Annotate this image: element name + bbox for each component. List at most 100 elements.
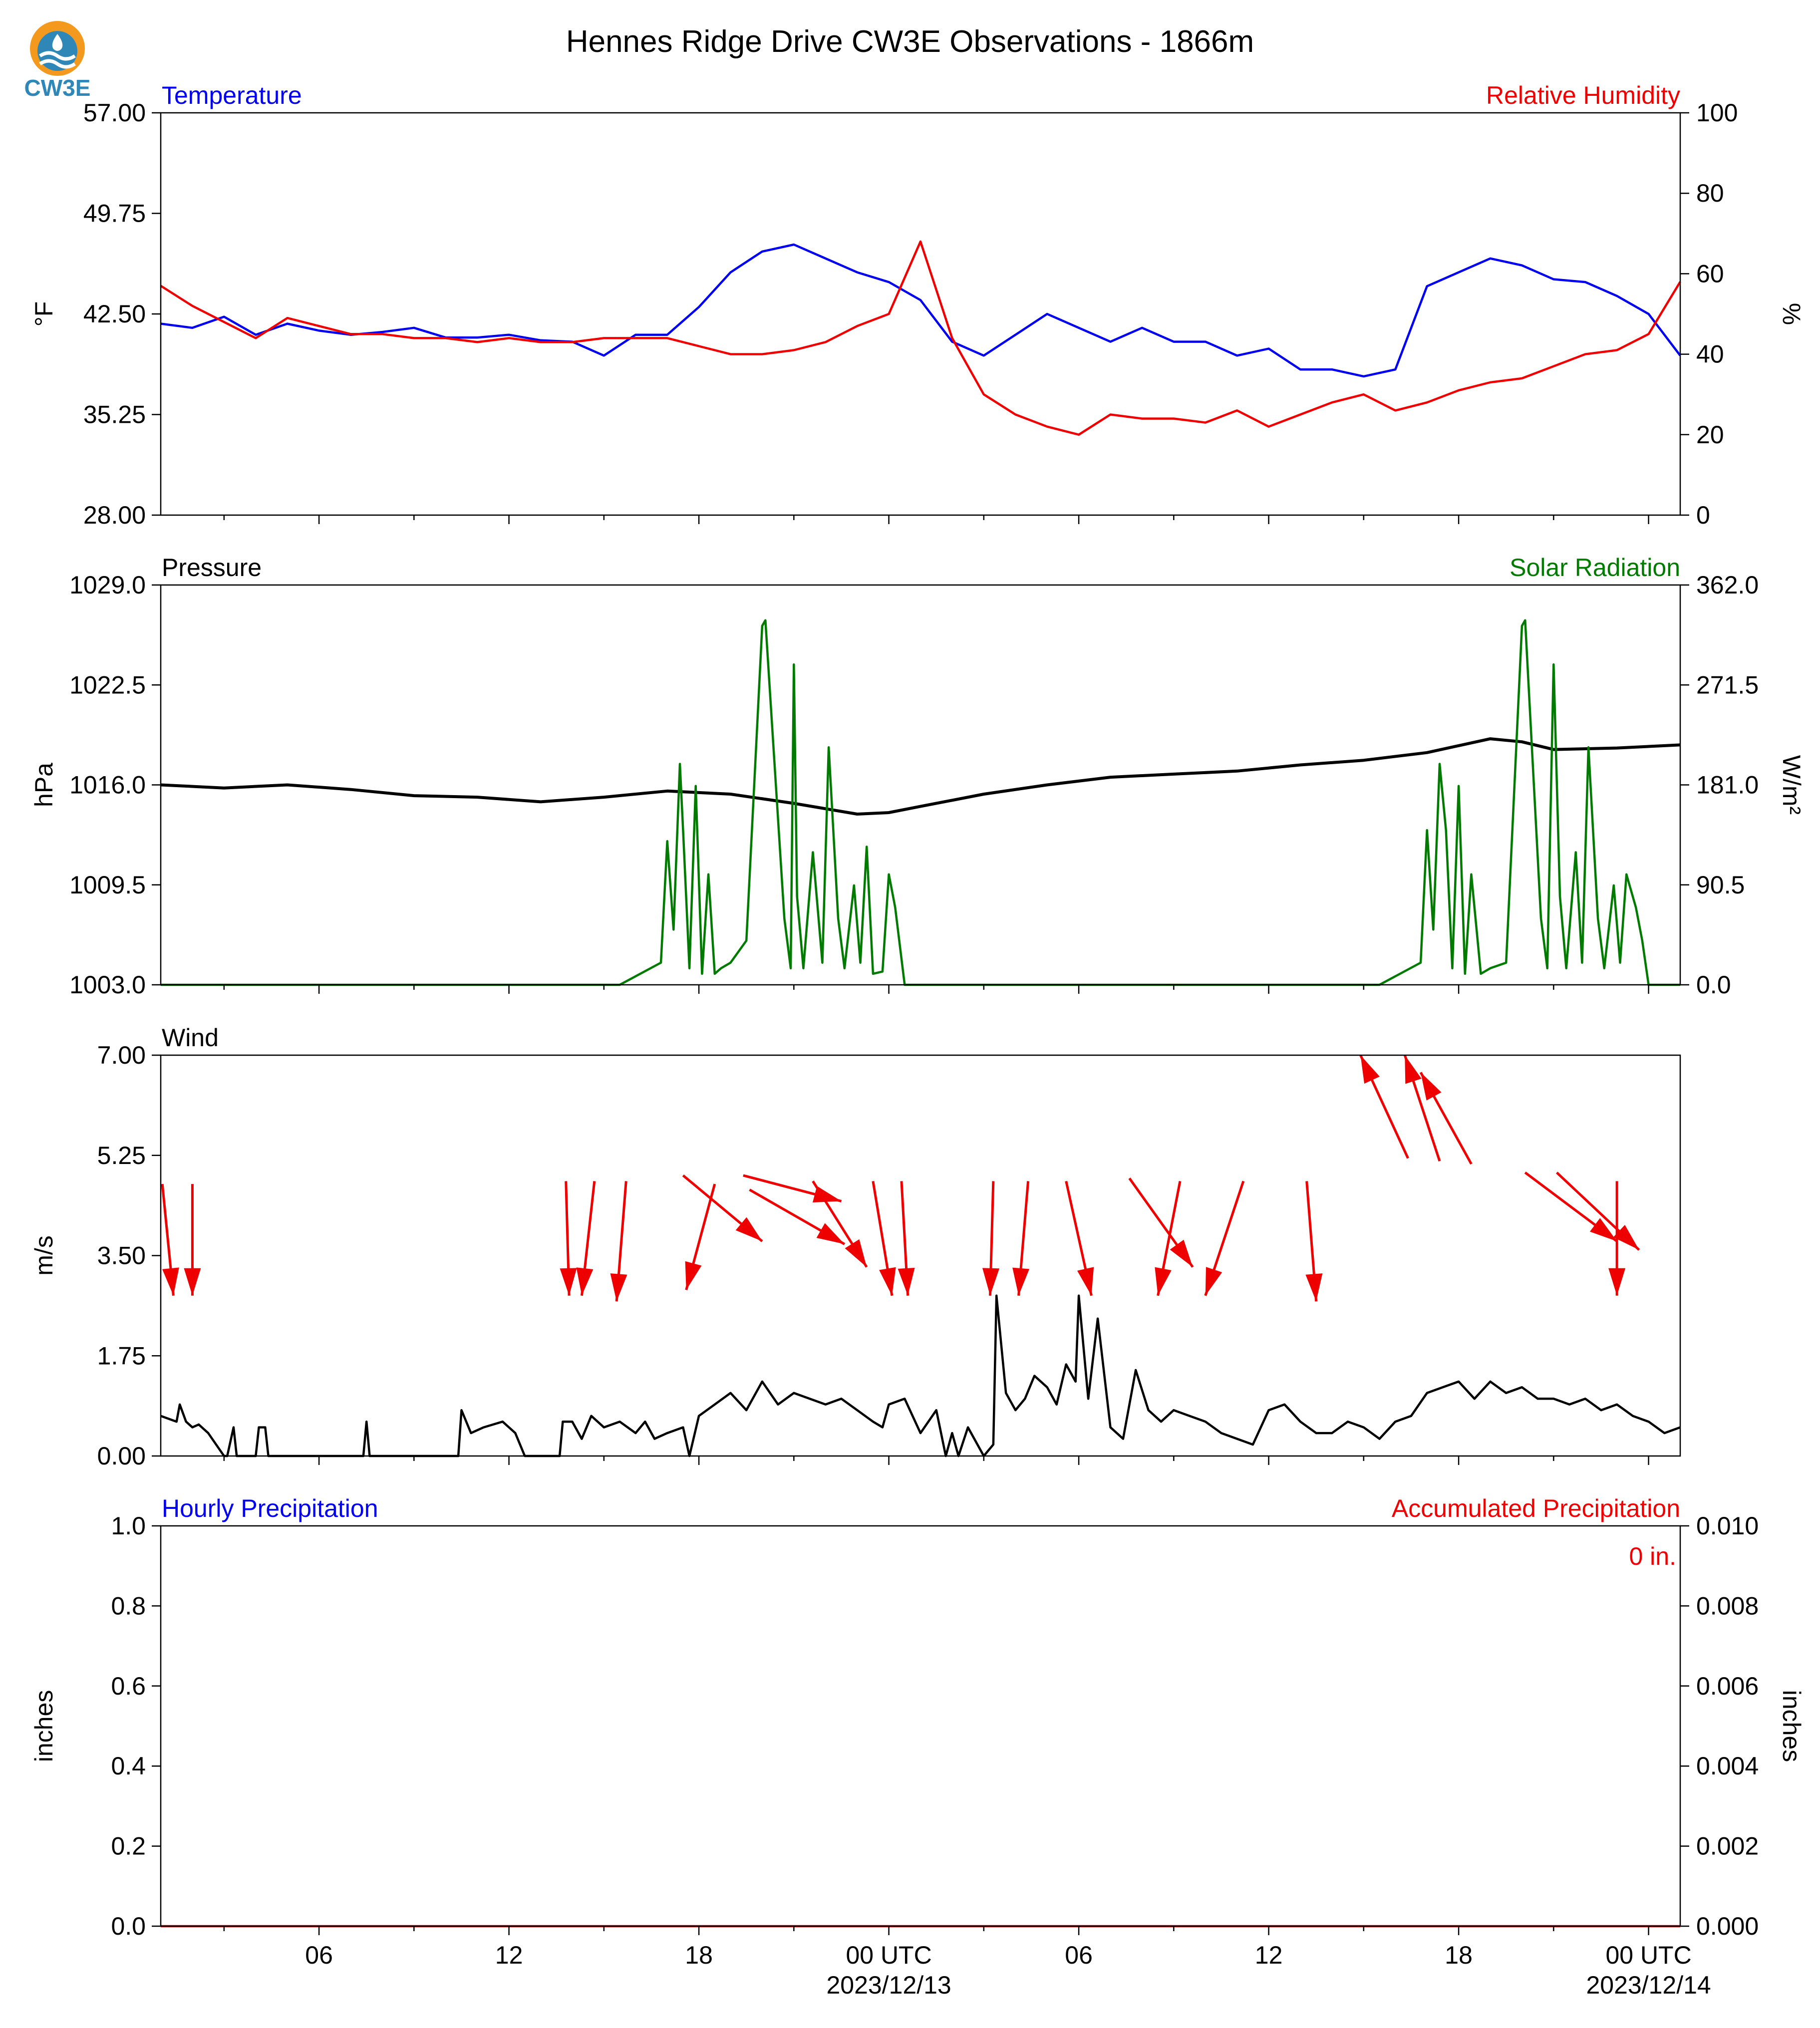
panel-right-title: Relative Humidity xyxy=(1486,81,1680,109)
y-tick-label: 0.4 xyxy=(111,1752,146,1780)
y-tick-label: 0.8 xyxy=(111,1592,146,1620)
y2-tick-label: 0.004 xyxy=(1696,1752,1759,1780)
wind-arrow-head xyxy=(162,1267,179,1296)
wind-arrow-head xyxy=(1170,1239,1193,1267)
panel-right-title: Accumulated Precipitation xyxy=(1392,1494,1680,1522)
wind-arrow-head xyxy=(898,1267,915,1296)
x-tick-label: 12 xyxy=(1255,1941,1283,1969)
y-tick-label: 0.2 xyxy=(111,1832,146,1860)
x-date-label: 2023/12/13 xyxy=(826,1971,951,1999)
y2-tick-label: 90.5 xyxy=(1696,871,1745,899)
y-tick-label: 1029.0 xyxy=(69,571,146,599)
wind-arrow-18 xyxy=(1204,1180,1245,1296)
x-tick-label: 18 xyxy=(685,1941,713,1969)
x-tick-label: 18 xyxy=(1445,1941,1473,1969)
wind-arrow-3 xyxy=(560,1181,577,1296)
y-tick-label: 1009.5 xyxy=(69,871,146,899)
y-axis-label: °F xyxy=(30,301,58,327)
y2-axis-label: W/m² xyxy=(1778,755,1806,815)
wind-arrow-20 xyxy=(1359,1054,1409,1159)
panel-right-title: Solar Radiation xyxy=(1510,554,1680,581)
y-tick-label: 1016.0 xyxy=(69,771,146,799)
series-relative-humidity xyxy=(160,240,1681,436)
y2-tick-label: 100 xyxy=(1696,99,1738,127)
y2-tick-label: 362.0 xyxy=(1696,571,1759,599)
series-pressure xyxy=(160,737,1681,816)
wind-arrow-head xyxy=(184,1268,201,1296)
y-tick-label: 0.0 xyxy=(111,1912,146,1940)
y-tick-label: 3.50 xyxy=(97,1242,146,1270)
y-tick-label: 1003.0 xyxy=(69,971,146,999)
wind-arrow-head xyxy=(1012,1267,1030,1296)
wind-arrow-head xyxy=(1155,1267,1172,1296)
wind-arrow-head xyxy=(816,1223,845,1244)
wind-arrow-head xyxy=(1405,1055,1422,1084)
wind-arrow-head xyxy=(1305,1273,1323,1302)
wind-arrow-head xyxy=(845,1239,867,1267)
y-tick-label: 42.50 xyxy=(83,300,146,328)
y2-tick-label: 0.002 xyxy=(1696,1832,1759,1860)
wind-arrow-22 xyxy=(1419,1072,1473,1165)
chart-panels: 28.00 35.25 42.50 49.75 57.00 0 20 40 60 80 100 Tem… xyxy=(30,81,1806,1999)
y-tick-label: 1.0 xyxy=(111,1512,146,1540)
logo-text: CW3E xyxy=(24,75,91,101)
wind-arrow-head xyxy=(1613,1224,1639,1250)
y2-tick-label: 0.0 xyxy=(1696,971,1731,999)
wind-arrow-head xyxy=(576,1267,594,1296)
y2-tick-label: 271.5 xyxy=(1696,671,1759,699)
wind-arrow-14 xyxy=(1012,1181,1030,1296)
y2-axis-label: inches xyxy=(1778,1690,1806,1762)
y-tick-label: 57.00 xyxy=(83,99,146,127)
wind-arrow-head xyxy=(1077,1267,1094,1296)
y-tick-label: 28.00 xyxy=(83,501,146,529)
y-tick-label: 1022.5 xyxy=(69,671,146,699)
cw3e-logo: CW3E xyxy=(24,21,91,101)
panel-3: 0.00 1.75 3.50 5.25 7.00 Wind m/s xyxy=(30,1024,1681,1470)
y2-tick-label: 0.000 xyxy=(1696,1912,1759,1940)
panel-left-title: Temperature xyxy=(162,81,302,109)
wind-arrow-23 xyxy=(1524,1171,1618,1242)
x-tick-label: 06 xyxy=(1065,1941,1093,1969)
x-tick-label: 06 xyxy=(305,1941,333,1969)
y-tick-label: 7.00 xyxy=(97,1041,146,1069)
y-tick-label: 0.00 xyxy=(97,1442,146,1470)
wind-arrow-25 xyxy=(1608,1181,1626,1296)
wind-arrow-12 xyxy=(898,1181,915,1296)
wind-arrow-2 xyxy=(184,1184,201,1296)
wind-arrow-head xyxy=(560,1268,577,1296)
y-tick-label: 35.25 xyxy=(83,401,146,429)
y2-tick-label: 0.010 xyxy=(1696,1512,1759,1540)
wind-arrow-head xyxy=(982,1268,1000,1296)
wind-arrow-24 xyxy=(1555,1171,1640,1251)
y2-tick-label: 20 xyxy=(1696,421,1724,449)
wind-arrow-head xyxy=(1360,1055,1380,1084)
y2-tick-label: 0.006 xyxy=(1696,1672,1759,1700)
wind-arrow-10 xyxy=(812,1180,868,1268)
y-axis-label: inches xyxy=(30,1690,58,1762)
wind-arrow-head xyxy=(1589,1218,1617,1241)
y-axis-label: hPa xyxy=(30,763,58,807)
wind-arrow-head xyxy=(1608,1268,1626,1296)
panel-left-title: Wind xyxy=(162,1024,219,1052)
y-tick-label: 1.75 xyxy=(97,1342,146,1370)
wind-arrow-8 xyxy=(749,1188,846,1245)
panel-left-title: Pressure xyxy=(162,554,262,581)
wind-arrow-head xyxy=(879,1267,896,1296)
x-tick-label: 00 UTC xyxy=(1605,1941,1691,1969)
y-tick-label: 5.25 xyxy=(97,1142,146,1169)
wind-arrow-6 xyxy=(685,1183,716,1290)
x-date-label: 2023/12/14 xyxy=(1586,1971,1711,1999)
wind-arrow-head xyxy=(685,1261,702,1290)
y-tick-label: 0.6 xyxy=(111,1672,146,1700)
figure-title: Hennes Ridge Drive CW3E Observations - 1… xyxy=(566,24,1254,59)
wind-arrow-17 xyxy=(1155,1180,1182,1296)
panel-4: 0.0 0.2 0.4 0.6 0.8 1.0 0.000 0.002 0.004 0.006 0.… xyxy=(30,1494,1806,1999)
y2-tick-label: 40 xyxy=(1696,340,1724,368)
wind-arrow-7 xyxy=(682,1174,763,1242)
x-tick-label: 00 UTC xyxy=(846,1941,931,1969)
panel-left-title: Hourly Precipitation xyxy=(162,1494,378,1522)
wind-arrow-1 xyxy=(161,1183,179,1296)
wind-arrow-head xyxy=(610,1273,627,1302)
series-temperature xyxy=(160,243,1681,378)
x-tick-label: 12 xyxy=(495,1941,523,1969)
